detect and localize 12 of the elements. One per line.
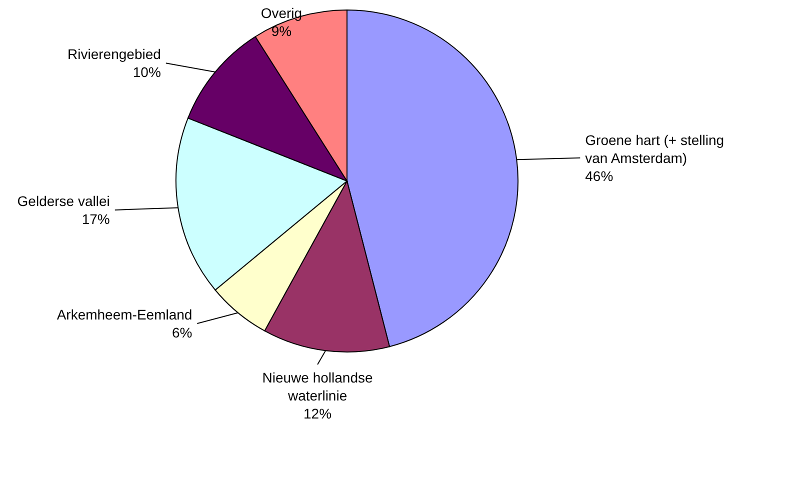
slice-label: Groene hart (+ stelling van Amsterdam) xyxy=(585,132,724,166)
slice-label: Gelderse vallei xyxy=(17,192,110,209)
data-label: 46% xyxy=(585,168,614,184)
data-label: 9% xyxy=(271,23,292,39)
slice-label: Overig xyxy=(260,5,302,21)
data-label: 17% xyxy=(82,210,110,227)
data-label: 6% xyxy=(172,324,192,341)
data-label: 12% xyxy=(304,406,332,422)
slice-label: Rivierengebied xyxy=(68,46,161,62)
slice-label: Nieuwe hollandse waterlinie xyxy=(262,370,374,404)
data-label: 10% xyxy=(132,64,161,80)
slice-label: Arkemheem-Eemland xyxy=(56,306,192,323)
